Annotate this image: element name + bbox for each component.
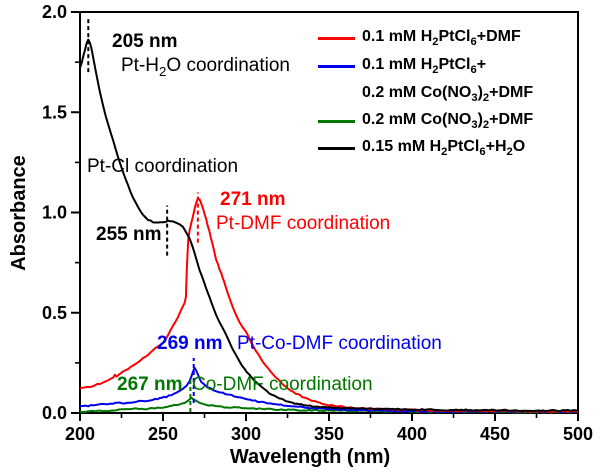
annotation-2: Pt-Cl coordination [87,156,239,177]
y-axis-title: Absorbance [8,155,30,271]
series-line-3 [79,38,579,413]
x-tick-label: 200 [65,424,95,444]
series-line-2 [79,197,579,413]
annotation-5: Pt-DMF coordination [216,213,391,234]
annotation-7: Pt-Co-DMF coordination [237,333,442,354]
annotation-1: Pt-H2O coordination [121,55,290,79]
legend-line-sample-4 [318,147,355,150]
y-tick-label: 1.5 [42,102,67,122]
y-tick-label: 0.0 [42,403,67,423]
annotation-4: 271 nm [220,189,286,210]
annotation-3: 255 nm [96,224,162,245]
legend-label-3: 0.2 mM Co(NO3)2+DMF [362,111,534,132]
x-tick-label: 350 [314,424,344,444]
x-tick-label: 300 [231,424,261,444]
annotation-0: 205 nm [112,31,178,52]
legend-label-2: 0.2 mM Co(NO3)2+DMF [362,84,534,105]
legend-line-sample-3 [318,120,355,123]
annotation-9: Co-DMF coordination [192,374,373,395]
legend-label-1: 0.1 mM H2PtCl6+ [362,56,487,77]
x-tick-label: 450 [480,424,510,444]
annotation-6: 269 nm [157,333,223,354]
x-axis-title: Wavelength (nm) [230,446,390,468]
legend-line-sample-1 [318,65,355,68]
y-tick-label: 2.0 [42,2,67,22]
x-tick-label: 400 [397,424,427,444]
legend-line-sample-0 [318,37,355,40]
y-tick-label: 0.5 [42,303,67,323]
x-tick-label: 500 [563,424,593,444]
y-tick-label: 1.0 [42,203,67,223]
plot-generated: 200 250 300 350 400 450 500 0.0 0.5 1.0 1.5 2.0 [42,2,593,444]
x-tick-label: 250 [148,424,178,444]
legend-label-0: 0.1 mM H2PtCl6+DMF [362,28,521,49]
legend-label-4: 0.15 mM H2PtCl6+H2O [362,138,526,159]
annotation-8: 267 nm [117,374,183,395]
